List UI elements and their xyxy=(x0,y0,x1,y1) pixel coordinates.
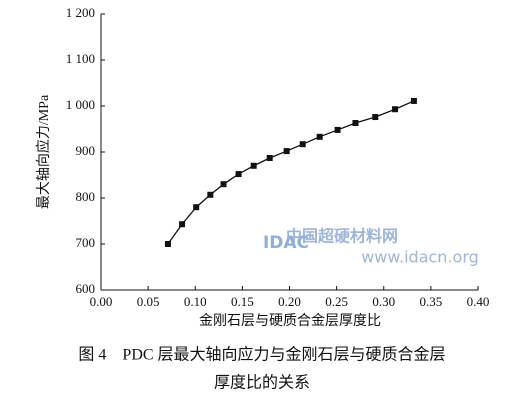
x-tick-label: 0.35 xyxy=(420,294,443,309)
marker xyxy=(316,133,323,140)
x-tick-label: 0.05 xyxy=(137,294,160,309)
caption-line: 图 4 PDC 层最大轴向应力与金刚石层与硬质合金层 xyxy=(78,345,445,364)
marker xyxy=(250,162,257,169)
marker xyxy=(334,126,341,133)
watermark-logo: IDAC xyxy=(263,233,309,253)
marker xyxy=(392,106,399,113)
y-tick-label: 1 200 xyxy=(66,5,95,20)
y-tick-label: 700 xyxy=(76,235,96,250)
marker xyxy=(179,221,186,228)
marker xyxy=(283,148,290,155)
x-tick-label: 0.20 xyxy=(278,294,301,309)
x-tick-label: 0.30 xyxy=(372,294,395,309)
y-tick-label: 1 000 xyxy=(66,97,95,112)
y-tick-label: 1 100 xyxy=(66,51,95,66)
marker xyxy=(207,191,214,198)
x-tick-label: 0.10 xyxy=(184,294,207,309)
y-tick-label: 800 xyxy=(76,189,96,204)
x-tick-label: 0.15 xyxy=(231,294,254,309)
watermark-site: 中国超硬材料网 xyxy=(286,227,398,246)
marker xyxy=(193,204,200,211)
marker xyxy=(235,171,242,178)
y-tick-label: 600 xyxy=(76,281,96,296)
marker xyxy=(352,120,359,127)
watermark-url: www.idacn.org xyxy=(361,248,479,267)
caption-line: 厚度比的关系 xyxy=(214,374,310,392)
y-tick-label: 900 xyxy=(76,143,96,158)
x-tick-label: 0.00 xyxy=(90,294,113,309)
marker xyxy=(410,97,417,104)
marker xyxy=(164,241,171,247)
marker xyxy=(372,114,379,121)
marker xyxy=(220,181,227,188)
marker xyxy=(299,141,306,148)
series-line xyxy=(167,100,415,245)
x-tick-label: 0.25 xyxy=(325,294,348,309)
y-axis-label: 最大轴向应力/MPa xyxy=(35,94,52,209)
x-axis-label: 金刚石层与硬质合金层厚度比 xyxy=(199,313,381,329)
x-tick-label: 0.40 xyxy=(467,294,490,309)
marker xyxy=(266,154,273,161)
